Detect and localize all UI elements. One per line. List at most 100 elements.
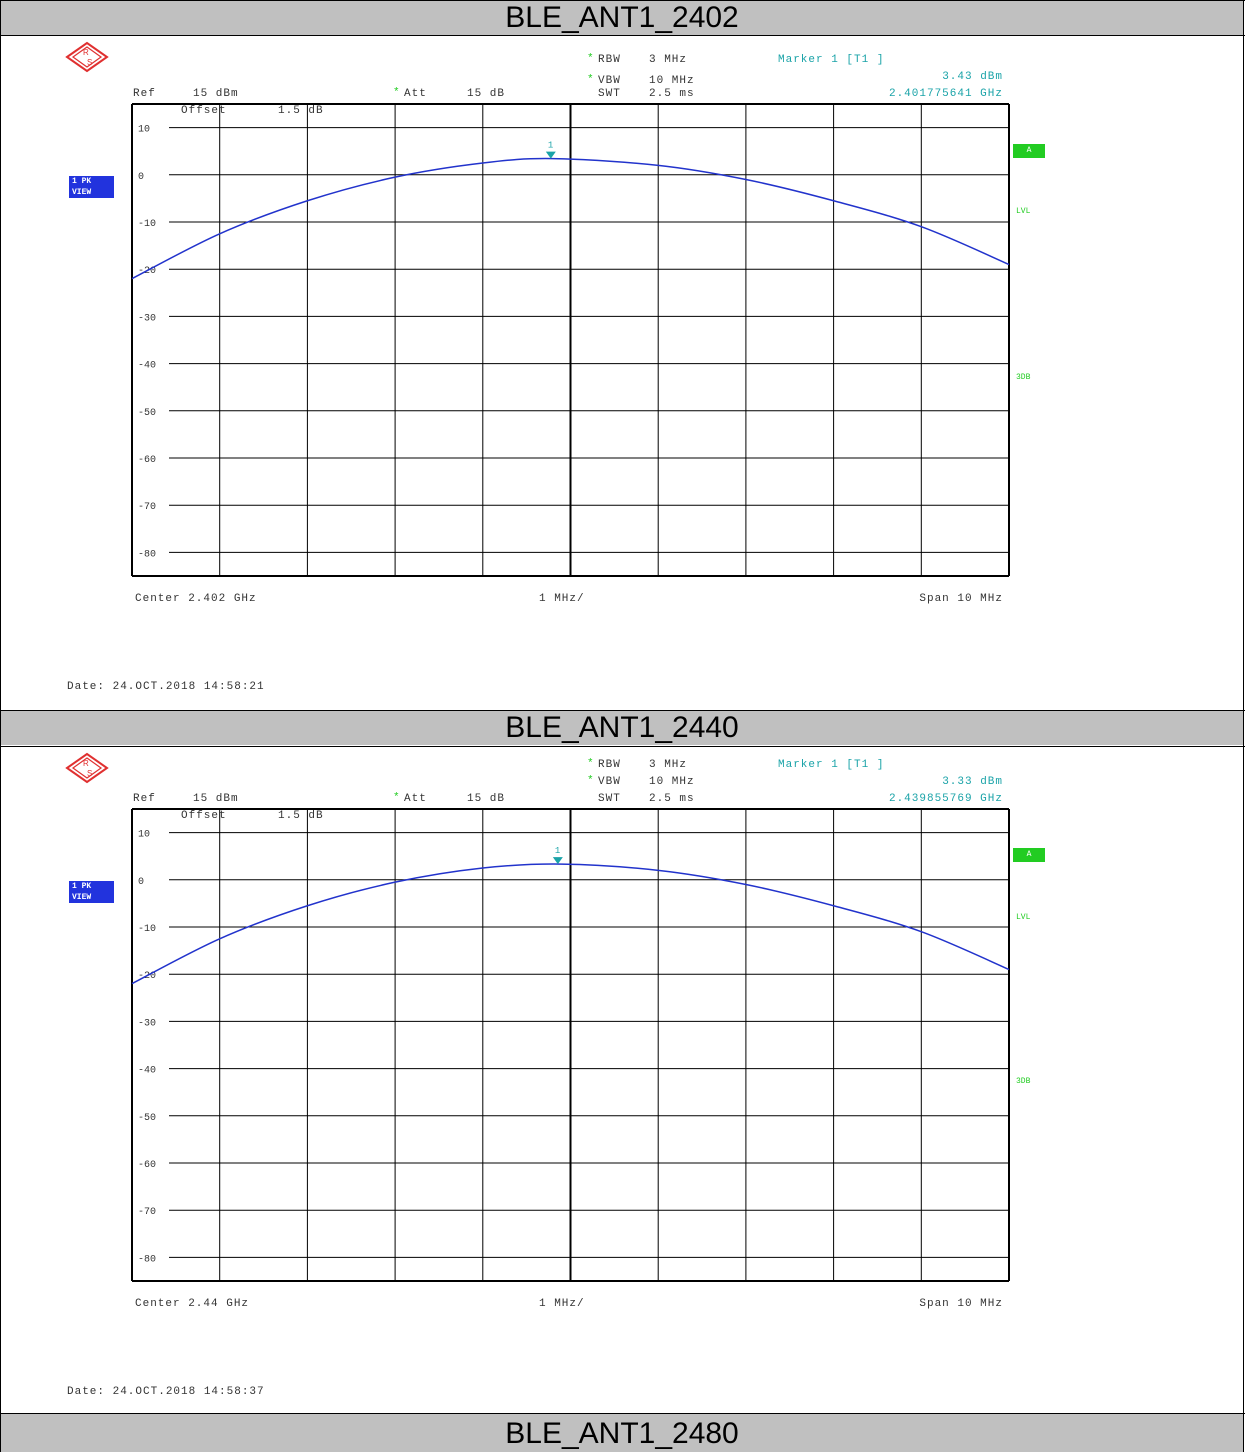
frequency-span: Span 10 MHz xyxy=(919,1298,1003,1310)
rbw-value: 3 MHz xyxy=(649,759,688,771)
y-tick-label: -70 xyxy=(138,502,156,513)
tick-label-background xyxy=(133,121,169,133)
spectrum-panel: R S * RBW 3 MHz * VBW 10 MHz Ref 15 dBm … xyxy=(1,36,1243,708)
offset-value: 1.5 dB xyxy=(278,105,324,117)
trace-mode-label: 1 PK xyxy=(72,882,92,891)
svg-text:R: R xyxy=(83,759,89,768)
att-label: Att xyxy=(404,88,427,100)
swt-value: 2.5 ms xyxy=(649,88,695,100)
tick-label-background xyxy=(133,1157,169,1168)
offset-label: Offset xyxy=(181,810,227,822)
tick-label-background xyxy=(133,546,169,558)
tick-label-background xyxy=(133,1204,169,1216)
spectrum-panel: R S * RBW 3 MHz * VBW 10 MHz Ref 15 dBm … xyxy=(1,747,1243,1419)
att-value: 15 dB xyxy=(467,793,506,805)
tick-label-background xyxy=(133,826,169,838)
y-tick-label: -20 xyxy=(138,266,156,277)
marker-triangle xyxy=(545,151,556,159)
att-value: 15 dB xyxy=(467,88,506,100)
star-icon: * xyxy=(587,74,595,86)
row-divider xyxy=(0,1413,1245,1414)
swt-value: 2.5 ms xyxy=(649,793,695,805)
tick-label-background xyxy=(133,168,169,180)
center-frequency: Center 2.44 GHz xyxy=(135,1298,250,1310)
spectrum-trace xyxy=(131,863,1010,985)
y-tick-label: -10 xyxy=(138,219,156,230)
trace-badge: 1 PK VIEW xyxy=(69,176,114,198)
trace-a-badge: A xyxy=(1013,144,1045,158)
y-tick-label: -70 xyxy=(138,1207,156,1218)
spectrum-chart: 10 0 -10 -20 -30 -40 -50 -60 -70 -80 Offset 1.5 dB 1 xyxy=(131,808,1010,1282)
tick-label-background xyxy=(133,499,169,511)
y-tick-label: -30 xyxy=(138,1018,156,1029)
rbw-value: 3 MHz xyxy=(649,54,688,66)
lvl-indicator: LVL xyxy=(1016,207,1031,216)
tick-label-background xyxy=(133,1015,169,1027)
panel-title: BLE_ANT1_2480 xyxy=(1,1414,1243,1452)
y-tick-label: -30 xyxy=(138,313,156,324)
tick-label-background xyxy=(133,404,169,416)
row-divider xyxy=(0,710,1245,711)
marker-title: Marker 1 [T1 ] xyxy=(778,759,885,771)
tick-label-background xyxy=(133,452,169,463)
ref-label: Ref xyxy=(133,793,156,805)
y-tick-label: -50 xyxy=(138,1113,156,1124)
trace-mode-label: 1 PK xyxy=(72,177,92,186)
vbw-label: VBW xyxy=(598,75,621,87)
table-border-right xyxy=(1243,0,1244,1452)
y-tick-label: 10 xyxy=(138,830,150,841)
tick-label-background xyxy=(133,1062,169,1074)
lvl-indicator: LVL xyxy=(1016,913,1031,922)
rbw-label: RBW xyxy=(598,759,621,771)
capture-date: Date: 24.OCT.2018 14:58:21 xyxy=(67,681,265,693)
marker-title: Marker 1 [T1 ] xyxy=(778,54,885,66)
marker-label: 1 xyxy=(555,846,560,856)
y-tick-label: 10 xyxy=(138,125,150,136)
frequency-span: Span 10 MHz xyxy=(919,593,1003,605)
tick-label-background xyxy=(133,216,169,227)
star-icon: * xyxy=(587,758,595,770)
offset-label: Offset xyxy=(181,105,227,117)
tick-label-background xyxy=(133,310,169,322)
trace-view-label: VIEW xyxy=(72,188,92,197)
ref-label: Ref xyxy=(133,88,156,100)
y-tick-label: -60 xyxy=(138,1160,156,1171)
svg-text:S: S xyxy=(87,58,92,67)
swt-label: SWT xyxy=(598,793,621,805)
vbw-value: 10 MHz xyxy=(649,776,695,788)
3db-indicator: 3DB xyxy=(1016,373,1031,382)
vbw-value: 10 MHz xyxy=(649,75,695,87)
rs-logo-icon: R S xyxy=(65,752,109,784)
tick-label-background xyxy=(133,1109,169,1121)
att-label: Att xyxy=(404,793,427,805)
rs-logo-icon: R S xyxy=(65,41,109,73)
frequency-division: 1 MHz/ xyxy=(539,1298,585,1310)
y-tick-label: -10 xyxy=(138,924,156,935)
ref-value: 15 dBm xyxy=(193,793,239,805)
tick-label-background xyxy=(133,1251,169,1263)
spectrum-trace xyxy=(131,157,1010,280)
y-tick-label: 0 xyxy=(138,877,144,888)
offset-value: 1.5 dB xyxy=(278,810,324,822)
marker-label: 1 xyxy=(548,141,553,151)
svg-text:R: R xyxy=(83,48,89,57)
star-icon: * xyxy=(587,775,595,787)
tick-label-background xyxy=(133,921,169,932)
star-icon: * xyxy=(393,87,401,99)
marker-triangle xyxy=(552,857,563,865)
svg-text:S: S xyxy=(87,769,92,778)
marker-level: 3.43 dBm xyxy=(942,71,1003,83)
marker-level: 3.33 dBm xyxy=(942,776,1003,788)
3db-indicator: 3DB xyxy=(1016,1077,1031,1086)
spectrum-chart: 10 0 -10 -20 -30 -40 -50 -60 -70 -80 Offset 1.5 dB 1 xyxy=(131,103,1010,577)
y-tick-label: -20 xyxy=(138,971,156,982)
panel-title: BLE_ANT1_2402 xyxy=(1,1,1243,35)
ref-value: 15 dBm xyxy=(193,88,239,100)
y-tick-label: -80 xyxy=(138,549,156,560)
marker-frequency: 2.439855769 GHz xyxy=(888,793,1003,805)
frequency-division: 1 MHz/ xyxy=(539,593,585,605)
y-tick-label: -40 xyxy=(138,1066,156,1077)
swt-label: SWT xyxy=(598,88,621,100)
capture-date: Date: 24.OCT.2018 14:58:37 xyxy=(67,1386,265,1398)
